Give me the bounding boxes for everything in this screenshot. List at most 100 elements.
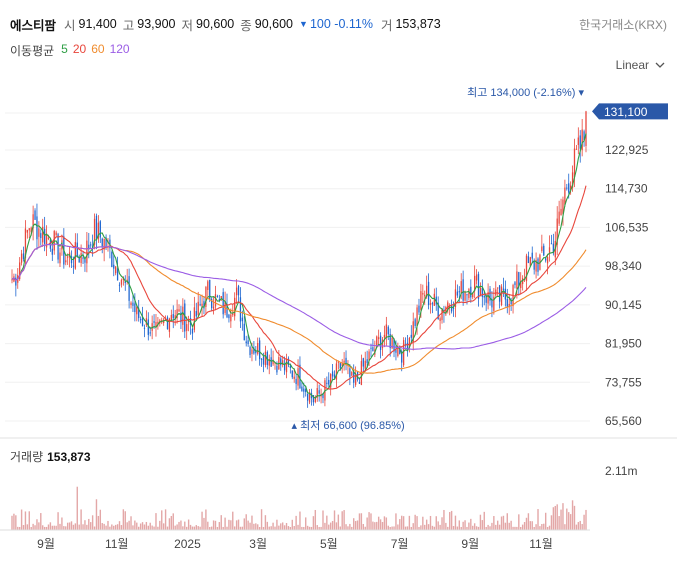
volume-bar <box>489 526 491 530</box>
candle-body <box>230 314 232 322</box>
candle-body <box>402 340 405 366</box>
volume-bar <box>539 526 541 530</box>
volume-bar <box>103 523 105 530</box>
volume-bar <box>508 522 510 530</box>
volume-bar <box>214 520 217 530</box>
volume-bar <box>464 520 466 530</box>
volume-bar <box>260 509 263 530</box>
candle-body <box>483 295 485 298</box>
candle-body <box>391 337 393 349</box>
candle-body <box>268 358 270 366</box>
candle-body <box>182 306 184 325</box>
volume-bar <box>372 521 374 530</box>
candle-body <box>118 284 121 286</box>
ma5-line <box>11 133 587 399</box>
volume-bar <box>452 526 455 530</box>
candle-body <box>566 187 568 189</box>
volume-bar <box>535 524 537 530</box>
candle-body <box>243 323 245 341</box>
volume-bar <box>136 522 138 530</box>
candle-body <box>437 302 439 320</box>
volume-bar <box>68 522 71 530</box>
volume-bar <box>43 526 46 530</box>
candle-body <box>266 352 268 365</box>
volume-bar <box>353 518 355 530</box>
candle-body <box>26 229 29 233</box>
volume-bar <box>495 524 497 530</box>
candle-body <box>460 281 462 294</box>
volume-bar <box>132 525 134 530</box>
volume-bar <box>472 525 474 530</box>
volume-bar <box>466 526 468 530</box>
volume-bar <box>435 516 437 530</box>
volume-bar <box>82 524 84 530</box>
volume-bar <box>30 526 32 530</box>
close-label: 종 <box>240 18 252 33</box>
volume-bar <box>577 522 580 530</box>
volume-bar <box>224 517 226 530</box>
volume-bar <box>328 524 330 530</box>
candle-body <box>76 242 78 257</box>
candle-body <box>57 234 59 260</box>
volume-bar <box>544 512 547 530</box>
volume-bar <box>88 518 90 530</box>
volume-bar <box>337 514 340 530</box>
volume-bar <box>245 514 247 530</box>
volume-bar <box>191 526 194 530</box>
down-triangle-icon: ▼ <box>299 19 308 29</box>
volume-bar <box>324 522 326 530</box>
candle-body <box>272 359 274 365</box>
volume-bar <box>59 523 61 530</box>
candle-body <box>581 129 583 151</box>
volume-bar <box>456 526 459 530</box>
volume-bar <box>546 526 549 530</box>
volume-bar <box>149 522 151 530</box>
candle-body <box>585 111 587 146</box>
volume-bar <box>537 509 539 530</box>
ticker-header: 에스티팜 시 91,400 고 93,900 저 90,600 종 90,600… <box>10 14 447 34</box>
volume-bar <box>195 525 197 530</box>
volume-bar <box>109 526 111 530</box>
volume-bar <box>42 525 44 530</box>
volume-bar <box>262 526 265 530</box>
volume-bar <box>425 519 428 530</box>
volume-bar <box>512 526 514 530</box>
volume-bar <box>297 524 299 530</box>
candle-body <box>80 253 82 264</box>
volume-bar <box>130 516 132 530</box>
volume-bar <box>128 520 130 530</box>
candle-body <box>214 294 217 307</box>
y-tick-label: 90,145 <box>605 298 642 312</box>
volume-bar <box>533 526 535 530</box>
ma-legend-5: 5 <box>61 42 68 56</box>
candle-body <box>283 363 286 371</box>
candle-body <box>452 307 455 309</box>
volume-bar <box>243 518 245 530</box>
candle-body <box>545 258 547 261</box>
scale-selector[interactable]: Linear <box>616 58 665 72</box>
volume-bar <box>303 526 305 530</box>
volume-bar <box>45 526 48 530</box>
chevron-down-icon <box>655 62 665 68</box>
volume-bar <box>376 521 378 530</box>
candle-body <box>195 311 197 317</box>
candle-body <box>520 280 522 289</box>
candle-body <box>395 349 397 353</box>
volume-bar <box>101 523 103 530</box>
volume-bar <box>408 515 411 530</box>
volume-bar <box>445 522 447 530</box>
candle-body <box>441 308 443 321</box>
candle-body <box>168 318 171 332</box>
x-tick-label: 7월 <box>391 537 409 551</box>
candle-body <box>132 302 134 306</box>
candle-body <box>264 351 267 366</box>
candle-body <box>379 335 382 350</box>
volume-bar <box>335 522 338 530</box>
volume-bar <box>460 526 462 530</box>
candle-body <box>435 296 437 305</box>
candle-body <box>172 314 174 319</box>
volume-bar <box>145 521 148 530</box>
volume-bar <box>232 511 234 530</box>
candle-body <box>420 291 422 311</box>
